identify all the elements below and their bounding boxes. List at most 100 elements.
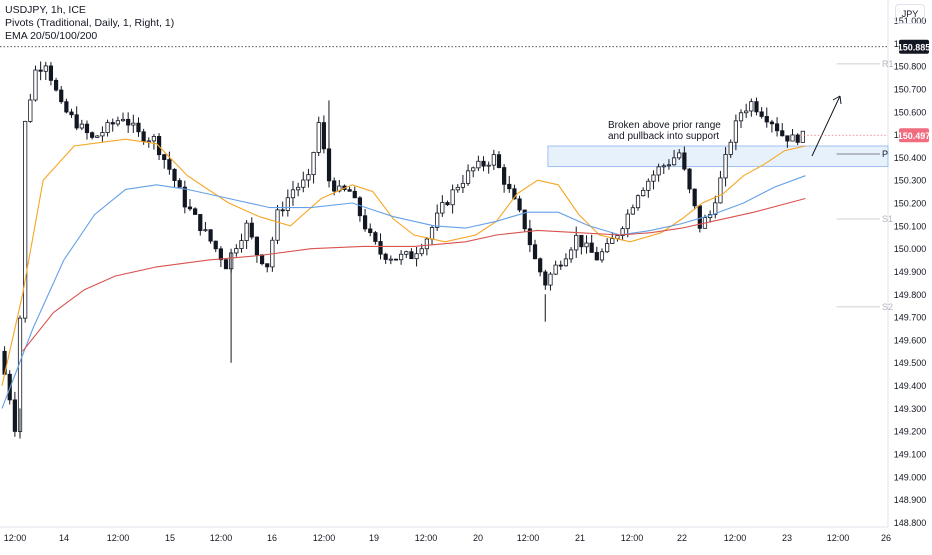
candle xyxy=(496,151,502,169)
time-tick-label: 12:00 xyxy=(724,533,747,543)
candle xyxy=(785,135,790,148)
chart-legend: USDJPY, 1h, ICE Pivots (Traditional, Dai… xyxy=(5,4,174,43)
candle xyxy=(790,128,795,142)
candle xyxy=(543,269,548,290)
legend-symbol[interactable]: USDJPY, 1h, ICE xyxy=(5,4,86,16)
candle xyxy=(615,234,620,242)
candle-body xyxy=(275,209,280,241)
candle xyxy=(383,252,388,264)
candle xyxy=(285,189,290,217)
candle-body xyxy=(131,122,136,126)
time-tick-label: 12:00 xyxy=(517,533,540,543)
legend-ema-indicator[interactable]: EMA 20/50/100/200 xyxy=(5,30,98,42)
candle-body xyxy=(193,208,198,215)
price-tick-label: 148.800 xyxy=(894,518,927,528)
price-tick-label: 150.100 xyxy=(894,221,927,231)
candle-body xyxy=(671,157,677,166)
candle-body xyxy=(512,188,517,200)
candle-body xyxy=(146,140,151,143)
candle-body xyxy=(491,154,496,166)
candle-body xyxy=(502,167,507,185)
legend-pivots-indicator[interactable]: Pivots (Traditional, Daily, 1, Right, 1) xyxy=(5,17,175,29)
candle-body xyxy=(625,213,630,230)
candle xyxy=(254,236,260,263)
candle-body xyxy=(419,248,424,255)
candle-body xyxy=(136,122,141,133)
candle-body xyxy=(357,197,363,217)
candle xyxy=(460,174,466,193)
candle-body xyxy=(599,251,605,261)
candle-body xyxy=(362,215,368,230)
candle xyxy=(517,195,522,213)
candle xyxy=(579,234,584,255)
candle xyxy=(769,119,775,133)
candle-body xyxy=(12,399,17,432)
candle xyxy=(646,178,651,198)
candle-body xyxy=(177,180,182,188)
candle-body xyxy=(393,258,399,261)
candle xyxy=(502,164,507,193)
candle-body xyxy=(790,134,795,142)
candle-body xyxy=(455,186,460,191)
candle-body xyxy=(383,253,388,260)
candle-body xyxy=(265,263,270,268)
candle-body xyxy=(769,121,775,125)
candle xyxy=(635,194,641,211)
candle xyxy=(744,103,749,118)
candle xyxy=(589,234,594,253)
time-tick-label: 21 xyxy=(575,533,585,543)
candle xyxy=(393,258,399,261)
candle xyxy=(234,244,239,257)
candle-body xyxy=(110,122,115,125)
candle-body xyxy=(368,228,373,234)
candle-body xyxy=(764,116,769,123)
candle-body xyxy=(424,238,429,250)
candle-body xyxy=(223,259,229,270)
candle xyxy=(553,260,558,275)
candle xyxy=(213,240,218,253)
price-tick-label: 149.800 xyxy=(894,290,927,300)
annotation-arrow-shaft xyxy=(811,95,841,157)
candle-body xyxy=(460,182,466,188)
candle xyxy=(59,85,64,104)
high-price-badge-label: 150.885 xyxy=(898,42,931,52)
candle xyxy=(90,131,95,140)
time-tick-label: 15 xyxy=(165,533,175,543)
candle xyxy=(193,207,198,215)
candle-body xyxy=(280,209,285,212)
candle-body xyxy=(445,202,450,206)
candle-body xyxy=(723,153,728,179)
last-price-badge-label: 150.497 xyxy=(898,131,931,141)
price-tick-label: 149.300 xyxy=(894,404,927,414)
candle-body xyxy=(630,207,635,215)
candle-body xyxy=(290,189,296,199)
candle-body xyxy=(213,240,218,250)
candle-body xyxy=(656,166,661,176)
candle-body xyxy=(471,167,476,172)
candle-body xyxy=(105,122,110,133)
candle-body xyxy=(589,242,594,253)
candle xyxy=(548,272,553,291)
candle xyxy=(656,163,661,182)
candle-body xyxy=(584,242,589,248)
price-tick-label: 149.500 xyxy=(894,358,927,368)
price-tick-label: 150.000 xyxy=(894,244,927,254)
candle-body xyxy=(79,123,84,129)
price-tick-label: 149.900 xyxy=(894,267,927,277)
last-price-badge xyxy=(899,128,929,143)
candle xyxy=(759,107,764,119)
price-tick-label: 150.200 xyxy=(894,199,927,209)
candle-body xyxy=(254,236,260,256)
candle xyxy=(682,146,687,171)
candle xyxy=(594,246,599,261)
candle xyxy=(718,170,723,204)
candle-body xyxy=(244,222,249,241)
currency-selector[interactable]: JPY xyxy=(895,4,925,24)
time-tick-label: 23 xyxy=(782,533,792,543)
candle-body xyxy=(666,164,672,167)
price-tick-label: 149.200 xyxy=(894,427,927,437)
candle-body xyxy=(507,183,512,190)
candle xyxy=(265,263,270,273)
